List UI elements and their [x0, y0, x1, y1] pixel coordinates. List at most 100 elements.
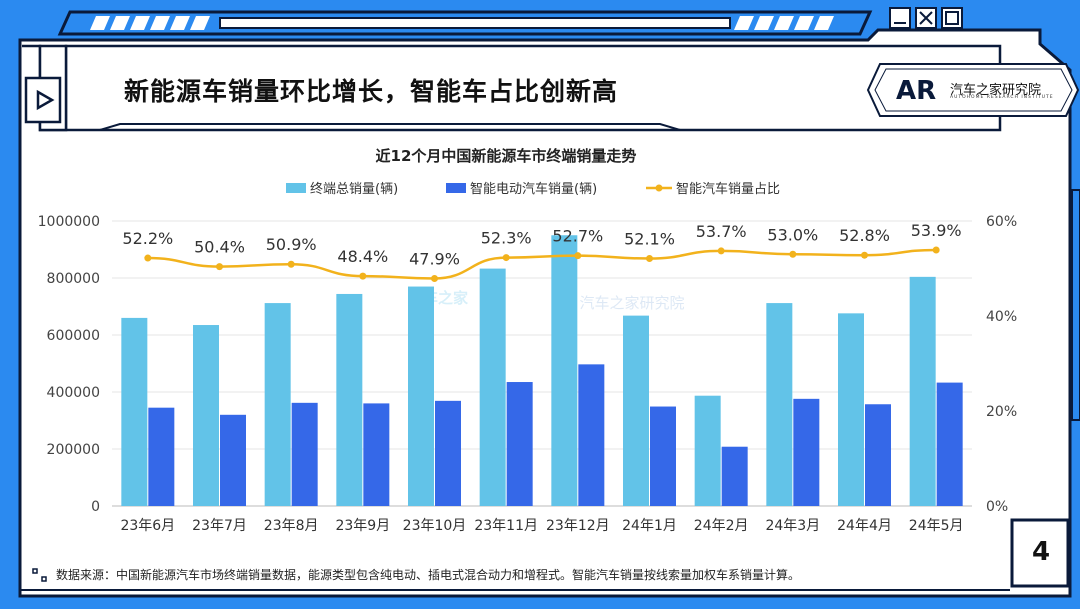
legend-swatch-smart — [446, 183, 466, 193]
legend-label-ratio: 智能汽车销量占比 — [676, 181, 780, 197]
bar-smart — [936, 382, 963, 506]
ratio-point — [144, 254, 152, 262]
bar-total — [408, 286, 434, 506]
ratio-point — [932, 246, 940, 254]
bar-total — [121, 317, 148, 506]
window-controls — [889, 7, 963, 29]
bar-total — [193, 325, 219, 506]
ratio-data-label: 53.9% — [911, 221, 962, 240]
ratio-data-label: 50.9% — [266, 235, 317, 254]
ratio-data-label: 52.8% — [839, 226, 890, 245]
bar-smart — [363, 403, 390, 506]
chart-title: 近12个月中国新能源车市终端销量走势 — [376, 147, 637, 165]
legend: 终端总销量(辆) 智能电动汽车销量(辆) 智能汽车销量占比 — [286, 181, 780, 197]
logo-subtitle: AUTOHOME RESEARCH INSTITUTE — [950, 95, 1054, 100]
logo-mark-icon: AR — [896, 76, 936, 104]
bullet-icon — [32, 568, 47, 582]
x-axis: 23年6月 23年7月 23年8月 23年9月 23年10月 23年11月 23年12月 24… — [120, 518, 963, 534]
legend-marker-ratio — [655, 184, 663, 192]
y-right-tick-label: 40% — [986, 309, 1017, 325]
bar-smart — [435, 400, 461, 506]
close-icon[interactable] — [915, 7, 937, 29]
x-tick-label: 24年5月 — [909, 518, 964, 534]
ratio-point — [287, 260, 295, 268]
bars-total — [121, 235, 936, 506]
watermark: 汽车之家 汽车之家研究院 — [408, 289, 685, 312]
y-right-tick-label: 60% — [986, 214, 1017, 230]
y-axis-left: 0 200000 400000 600000 800000 1000000 — [38, 214, 100, 515]
ratio-data-label: 53.7% — [696, 222, 747, 241]
bar-smart — [506, 382, 533, 506]
bar-smart — [865, 404, 891, 506]
page-title: 新能源车销量环比增长，智能车占比创新高 — [124, 77, 619, 106]
x-tick-label: 23年8月 — [264, 518, 319, 534]
bar-smart — [793, 398, 820, 506]
logo-text: 汽车之家研究院 — [950, 83, 1042, 98]
x-tick-label: 24年2月 — [694, 518, 749, 534]
y-right-tick-label: 0% — [986, 499, 1008, 515]
bar-smart — [578, 364, 605, 506]
maximize-icon[interactable] — [941, 7, 963, 29]
grid-lines — [112, 220, 972, 507]
minimize-icon[interactable] — [889, 7, 911, 29]
bar-total — [336, 293, 363, 506]
y-left-tick-label: 800000 — [47, 271, 100, 287]
ratio-point — [789, 250, 797, 258]
watermark-text: 汽车之家研究院 — [579, 294, 684, 312]
bar-smart — [650, 406, 676, 506]
bar-total — [479, 268, 506, 506]
page-number: 4 — [1031, 537, 1051, 567]
x-tick-label: 24年4月 — [837, 518, 892, 534]
ratio-data-label: 50.4% — [194, 238, 245, 257]
bar-total — [694, 395, 721, 506]
ratio-data-label: 48.4% — [337, 247, 388, 266]
ratio-data-label: 52.2% — [122, 229, 173, 248]
x-tick-label: 23年9月 — [335, 518, 390, 534]
bar-total — [909, 276, 936, 506]
bar-total — [551, 235, 578, 506]
y-left-tick-label: 200000 — [47, 442, 100, 458]
y-left-tick-label: 1000000 — [38, 214, 100, 230]
ratio-point — [574, 252, 582, 260]
bar-total — [766, 303, 793, 506]
x-tick-label: 23年12月 — [546, 518, 610, 534]
x-tick-label: 24年3月 — [765, 518, 820, 534]
bar-smart — [220, 414, 246, 506]
ratio-line-path — [147, 248, 937, 280]
ratio-data-label: 52.1% — [624, 230, 675, 249]
ratio-data-label: 52.3% — [481, 229, 532, 248]
x-tick-label: 23年10月 — [403, 518, 467, 534]
ratio-data-label: 47.9% — [409, 249, 460, 268]
bar-smart — [721, 446, 748, 506]
ratio-line: 52.2% 50.4% 50.9% 48.4% 47.9% 52.3% 52.7% 52.1%… — [122, 221, 962, 282]
y-left-tick-label: 400000 — [47, 385, 100, 401]
bar-total — [623, 315, 649, 506]
y-axis-right: 0% 20% 40% 60% — [986, 214, 1017, 515]
x-tick-label: 23年7月 — [192, 518, 247, 534]
ratio-point — [646, 255, 653, 263]
bar-total — [264, 303, 291, 506]
ratio-data-label: 52.7% — [552, 227, 603, 246]
ratio-point — [216, 263, 223, 271]
ratio-data-label: 53.0% — [767, 225, 818, 244]
svg-text:AR: AR — [896, 76, 936, 104]
y-left-tick-label: 0 — [91, 499, 100, 515]
ratio-point — [717, 247, 725, 255]
bars-smart — [148, 364, 963, 506]
y-right-tick-label: 20% — [986, 404, 1017, 420]
data-source-note: 数据来源：中国新能源汽车市场终端销量数据，能源类型包含纯电动、插电式混合动力和增… — [56, 568, 801, 582]
legend-label-total: 终端总销量(辆) — [310, 181, 398, 197]
y-left-tick-label: 600000 — [47, 328, 100, 344]
x-tick-label: 23年11月 — [474, 518, 538, 534]
x-tick-label: 23年6月 — [120, 518, 175, 534]
ratio-point — [502, 254, 510, 262]
ratio-point — [359, 272, 367, 280]
legend-label-smart: 智能电动汽车销量(辆) — [470, 181, 597, 197]
bar-total — [838, 313, 864, 506]
legend-swatch-total — [286, 183, 306, 193]
bar-smart — [148, 407, 175, 506]
logo-badge — [866, 63, 1080, 117]
bar-smart — [291, 402, 318, 506]
ratio-point — [431, 274, 438, 282]
